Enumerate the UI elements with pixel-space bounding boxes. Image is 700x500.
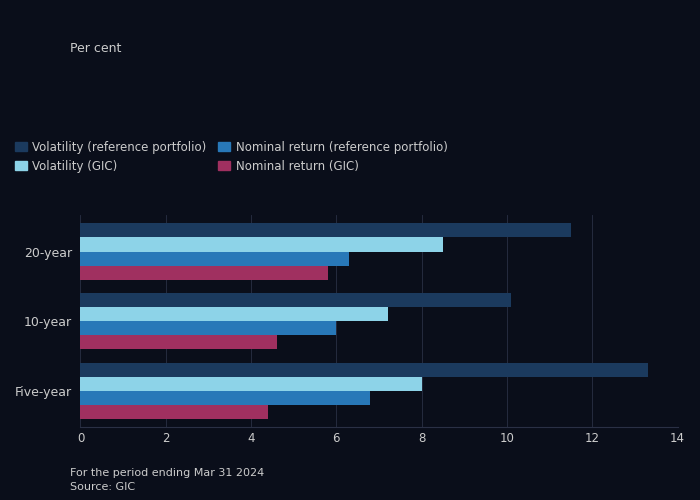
Bar (80, 238, 443, 252)
Bar (80, 363, 648, 377)
Text: Per cent: Per cent (70, 42, 121, 56)
Bar (80, 405, 268, 419)
Bar (80, 266, 328, 280)
Bar (80, 252, 349, 266)
Bar (80, 322, 336, 336)
Bar (80, 224, 571, 237)
Bar (80, 293, 511, 307)
Bar (80, 391, 370, 405)
Text: Source: GIC: Source: GIC (70, 482, 135, 492)
Bar (80, 377, 421, 391)
Bar (80, 307, 388, 322)
Legend: Volatility (reference portfolio), Volatility (GIC), Nominal return (reference po: Volatility (reference portfolio), Volati… (15, 141, 448, 172)
Text: For the period ending Mar 31 2024: For the period ending Mar 31 2024 (70, 468, 265, 477)
Bar (80, 336, 276, 349)
